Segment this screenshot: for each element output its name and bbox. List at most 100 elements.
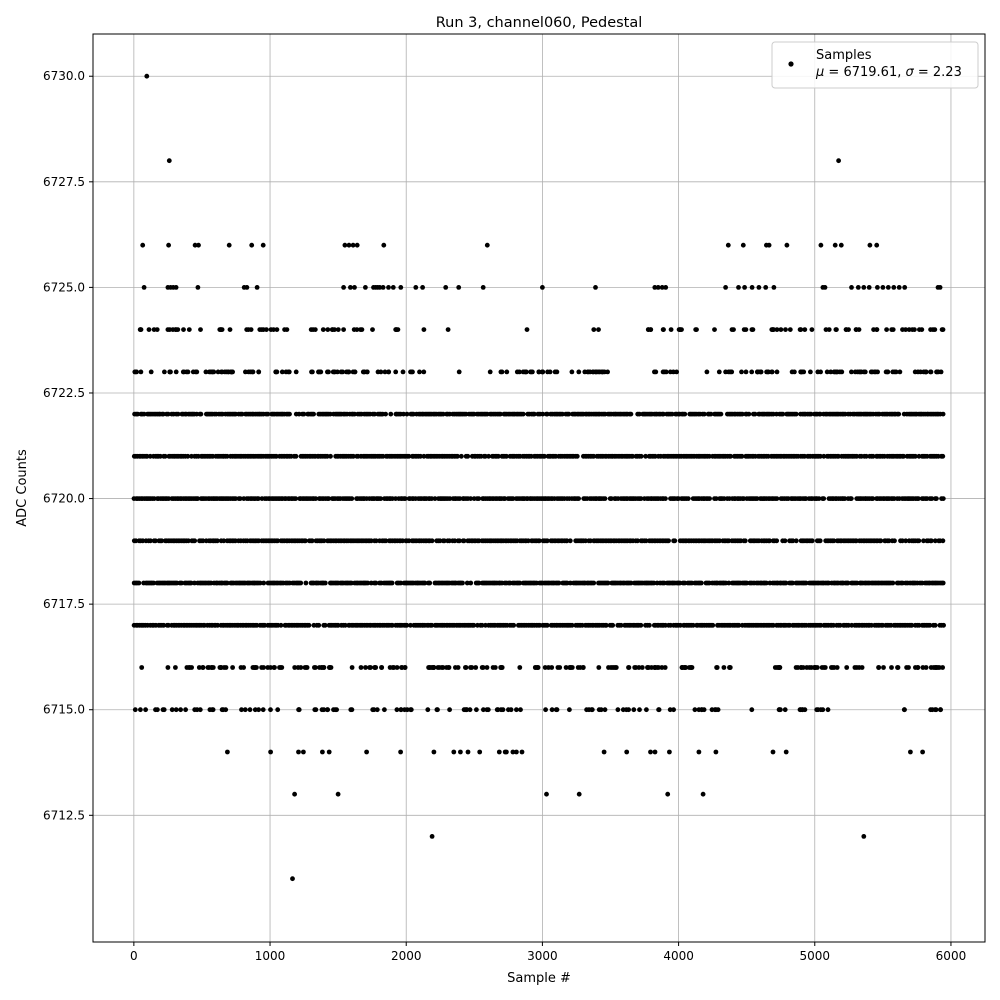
data-point xyxy=(923,369,929,375)
data-point xyxy=(576,791,582,797)
y-tick-label: 6712.5 xyxy=(43,808,85,822)
data-point xyxy=(798,665,804,670)
data-point xyxy=(663,285,669,290)
data-point xyxy=(496,749,502,755)
data-point xyxy=(669,411,675,417)
data-point xyxy=(165,665,171,670)
data-point xyxy=(316,369,321,375)
legend-series-name: Samples xyxy=(816,48,872,63)
data-point xyxy=(215,538,220,544)
data-point xyxy=(186,327,192,332)
data-point xyxy=(459,453,464,459)
data-point xyxy=(818,242,824,248)
data-point xyxy=(447,496,453,501)
data-point xyxy=(884,327,889,332)
data-point xyxy=(341,327,346,332)
data-point xyxy=(613,665,619,670)
data-point xyxy=(457,496,463,501)
data-point xyxy=(569,622,575,628)
data-point xyxy=(537,538,542,544)
y-tick-label: 6725.0 xyxy=(43,280,85,294)
data-point xyxy=(643,538,649,544)
data-point xyxy=(218,665,224,670)
data-point xyxy=(878,538,884,544)
data-point xyxy=(855,285,861,290)
data-point xyxy=(783,327,788,332)
x-tick-label: 0 xyxy=(130,949,138,963)
data-point xyxy=(239,707,244,713)
axis-ticks: 0 1000 2000 3000 4000 5000 6000 6712.5 6715.0 671… xyxy=(43,69,966,963)
data-point xyxy=(327,411,333,417)
data-point xyxy=(138,369,144,375)
data-point xyxy=(778,327,784,332)
data-point xyxy=(849,369,854,375)
data-point xyxy=(358,665,364,670)
data-points xyxy=(131,73,946,882)
data-point xyxy=(321,538,327,544)
data-point xyxy=(457,538,462,544)
data-point xyxy=(901,453,906,459)
data-point xyxy=(630,453,635,459)
data-point xyxy=(401,411,406,417)
data-point xyxy=(566,411,572,417)
y-tick-label: 6727.5 xyxy=(43,175,85,189)
data-point xyxy=(897,369,903,375)
data-point xyxy=(618,622,624,628)
data-point xyxy=(408,707,414,713)
data-point xyxy=(198,411,204,417)
data-point xyxy=(215,369,221,375)
data-point xyxy=(151,580,157,586)
data-point xyxy=(504,453,509,459)
data-point xyxy=(662,665,668,670)
data-point xyxy=(144,73,150,79)
data-point xyxy=(153,538,158,544)
data-point xyxy=(517,369,522,375)
data-point xyxy=(146,327,152,332)
data-point xyxy=(461,538,467,544)
data-point xyxy=(332,327,337,332)
data-point xyxy=(195,285,201,290)
data-point xyxy=(567,707,572,713)
data-point xyxy=(739,453,745,459)
data-point xyxy=(455,453,460,459)
data-point xyxy=(185,453,191,459)
data-point xyxy=(574,453,580,459)
data-point xyxy=(312,327,318,332)
data-point xyxy=(179,580,184,586)
data-point xyxy=(169,707,175,713)
data-point xyxy=(326,369,331,375)
data-point xyxy=(464,580,470,586)
data-point xyxy=(222,369,228,375)
data-point xyxy=(749,707,755,713)
data-point xyxy=(739,411,745,417)
data-point xyxy=(242,707,248,713)
data-point xyxy=(400,369,406,375)
data-point xyxy=(484,242,490,248)
data-point xyxy=(517,580,523,586)
legend-sigma-equals: = xyxy=(914,65,933,80)
data-point xyxy=(252,707,258,713)
data-point xyxy=(264,327,269,332)
data-point xyxy=(826,327,832,332)
data-point xyxy=(609,496,614,501)
data-point xyxy=(861,834,867,839)
data-point xyxy=(756,285,762,290)
data-point xyxy=(546,665,551,670)
data-point xyxy=(500,707,506,713)
data-point xyxy=(628,411,634,417)
data-point xyxy=(896,411,902,417)
data-point xyxy=(141,285,147,290)
data-point xyxy=(665,791,671,797)
data-point xyxy=(624,749,630,755)
data-point xyxy=(843,327,849,332)
data-point xyxy=(159,538,165,544)
data-point xyxy=(591,580,597,586)
data-point xyxy=(707,496,712,501)
data-point xyxy=(173,707,179,713)
data-point xyxy=(186,538,191,544)
data-point xyxy=(261,580,267,586)
data-point xyxy=(896,285,902,290)
data-point xyxy=(727,665,733,670)
data-point xyxy=(230,665,236,670)
data-point xyxy=(494,707,500,713)
